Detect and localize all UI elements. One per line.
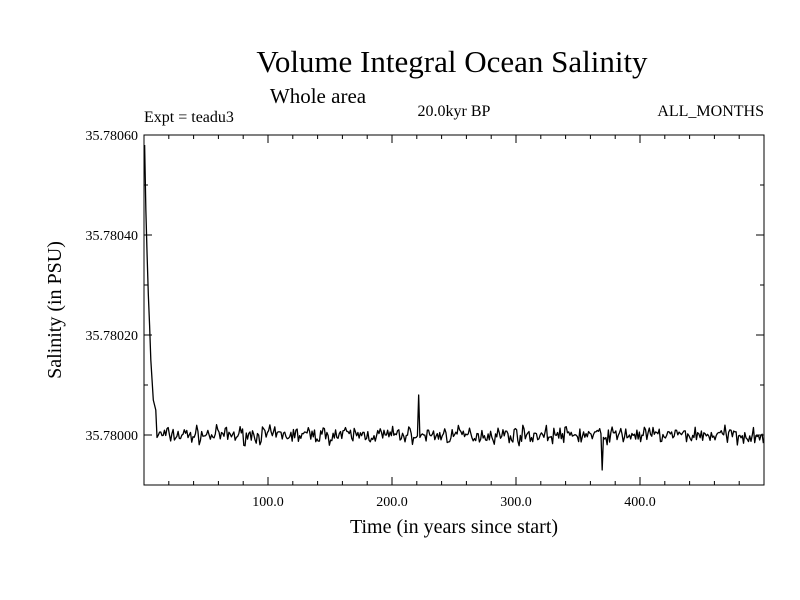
x-tick-label: 300.0 <box>500 495 532 510</box>
plot-frame <box>143 134 765 486</box>
months-label: ALL_MONTHS <box>657 103 764 120</box>
x-axis-label: Time (in years since start) <box>350 516 558 538</box>
y-tick-label: 35.78040 <box>86 229 139 244</box>
experiment-label: Expt = teadu3 <box>144 109 234 126</box>
period-label: 20.0kyr BP <box>418 103 491 120</box>
y-tick-label: 35.78020 <box>86 329 139 344</box>
y-tick-label: 35.78000 <box>86 429 139 444</box>
y-axis-label: Salinity (in PSU) <box>44 241 66 379</box>
y-tick-label: 35.78060 <box>86 129 139 144</box>
x-tick-label: 100.0 <box>252 495 284 510</box>
axis-tick-labels: 100.0 200.0 300.0 400.0 35.78000 35.78020 35.7… <box>86 129 656 510</box>
x-tick-label: 200.0 <box>376 495 408 510</box>
chart-subtitle: Whole area <box>270 84 367 108</box>
chart-title: Volume Integral Ocean Salinity <box>256 44 648 79</box>
series-line-salinity <box>143 144 765 471</box>
x-tick-label: 400.0 <box>624 495 656 510</box>
